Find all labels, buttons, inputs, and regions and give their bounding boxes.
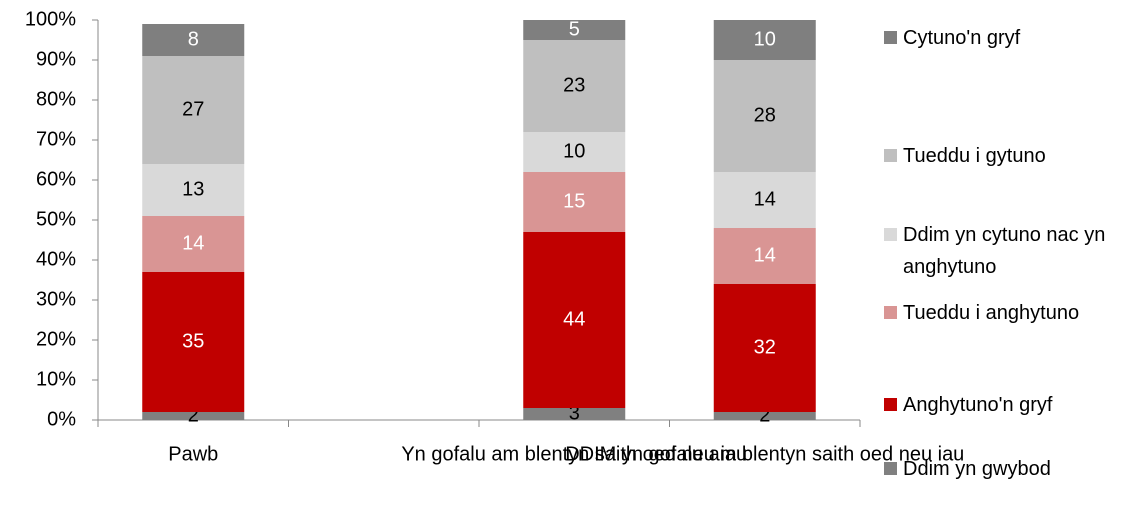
bar-segment [523, 408, 626, 420]
bar-segment [142, 272, 245, 412]
data-label: 8 [188, 28, 199, 50]
x-tick-label: DDIM yn gofalu am blentyn saith oed neu … [565, 443, 964, 465]
legend-swatch [884, 462, 897, 475]
bar-segment [713, 172, 816, 228]
bar-segment [713, 412, 816, 420]
legend-label: Ddim yn cytuno nac yn anghytuno [903, 224, 1106, 278]
y-tick-label: 90% [36, 48, 76, 70]
x-tick-label: Yn gofalu am blentyn saith oed neu iau [401, 443, 747, 465]
bar-segment [523, 172, 626, 232]
data-label: 14 [754, 188, 776, 210]
data-label: 44 [563, 308, 585, 330]
data-label: 14 [754, 244, 776, 266]
data-label: 3 [569, 402, 580, 424]
legend-label: Tueddu i gytuno [903, 145, 1046, 167]
bar-segment [713, 60, 816, 172]
y-tick-label: 30% [36, 288, 76, 310]
data-label: 10 [563, 140, 585, 162]
bar-segment [523, 20, 626, 40]
data-label: 27 [182, 98, 204, 120]
legend-swatch [884, 398, 897, 411]
legend-label: Tueddu i anghytuno [903, 302, 1080, 324]
data-label: 14 [182, 232, 204, 254]
data-label: 23 [563, 74, 585, 96]
legend-label: Anghytuno'n gryf [903, 394, 1053, 416]
bar-segment [142, 412, 245, 420]
y-tick-label: 40% [36, 248, 76, 270]
bar-segment [142, 24, 245, 56]
bar-segment [523, 232, 626, 408]
data-label: 2 [759, 404, 770, 426]
legend-label: Cytuno'n gryf [903, 27, 1021, 49]
data-label: 13 [182, 178, 204, 200]
legend-item: Tueddu i gytuno [884, 140, 1139, 172]
legend-item: Cytuno'n gryf [884, 22, 1139, 54]
legend-item: Tueddu i anghytuno [884, 297, 1139, 329]
legend-swatch [884, 306, 897, 319]
legend-swatch [884, 228, 897, 241]
legend-item: Anghytuno'n gryf [884, 389, 1139, 421]
x-tick-label: Pawb [168, 443, 218, 465]
legend-item: Ddim yn cytuno nac yn anghytuno [884, 219, 1139, 283]
legend-label: Ddim yn gwybod [903, 458, 1051, 480]
y-tick-label: 50% [36, 208, 76, 230]
bar-segment [713, 20, 816, 60]
data-label: 2 [188, 404, 199, 426]
legend-item: Ddim yn gwybod [884, 453, 1139, 485]
data-label: 5 [569, 18, 580, 40]
legend-swatch [884, 31, 897, 44]
y-tick-label: 60% [36, 168, 76, 190]
y-tick-label: 70% [36, 128, 76, 150]
bar-segment [523, 132, 626, 172]
bar-segment [142, 56, 245, 164]
bar-segment [142, 164, 245, 216]
y-tick-label: 20% [36, 328, 76, 350]
bar-segment [713, 228, 816, 284]
bar-segment [142, 216, 245, 272]
data-label: 10 [754, 28, 776, 50]
y-tick-label: 80% [36, 88, 76, 110]
data-label: 28 [754, 104, 776, 126]
data-label: 35 [182, 330, 204, 352]
data-label: 32 [754, 336, 776, 358]
legend-swatch [884, 149, 897, 162]
data-label: 15 [563, 190, 585, 212]
bar-segment [713, 284, 816, 412]
y-tick-label: 10% [36, 368, 76, 390]
y-tick-label: 0% [47, 408, 76, 430]
y-tick-label: 100% [25, 8, 76, 30]
bar-segment [523, 40, 626, 132]
